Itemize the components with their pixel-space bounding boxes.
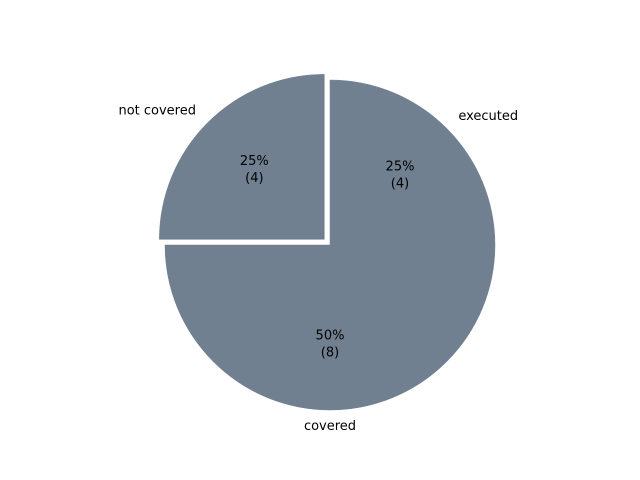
slice-percent-executed: 25% (386, 159, 415, 174)
slice-percent-covered: 50% (316, 329, 345, 344)
slice-count-covered: (8) (321, 346, 339, 361)
pie-labels: executed 25% (4) covered 50% (8) not covered 25… (118, 104, 518, 434)
slice-label-covered: covered (304, 419, 356, 434)
slice-label-executed: executed (458, 109, 518, 124)
pie-slice-covered (164, 244, 496, 411)
slice-percent-not-covered: 25% (240, 154, 269, 169)
pie-slice-not-covered (159, 74, 325, 240)
slice-count-executed: (4) (391, 176, 409, 191)
slice-count-not-covered: (4) (245, 171, 263, 186)
slice-label-not-covered: not covered (118, 104, 196, 119)
pie-slices (159, 74, 496, 411)
pie-slice-executed (329, 79, 496, 246)
